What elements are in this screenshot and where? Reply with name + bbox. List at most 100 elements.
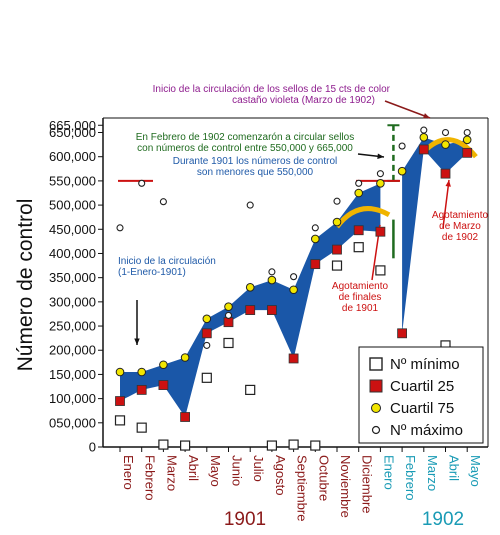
y-tick-label: 350,000: [49, 270, 96, 285]
point-cuartil-75: [376, 179, 385, 188]
point-n-m-nimo: [331, 260, 343, 271]
y-tick-label: 0: [89, 440, 96, 455]
point-n-m-ximo: [203, 341, 211, 349]
point-n-m-nimo: [136, 422, 147, 433]
annotation-text: de Marzo: [439, 221, 481, 232]
legend-marker: [369, 357, 383, 371]
point-n-m-nimo: [158, 439, 169, 450]
x-tick-label: Septiembre: [295, 455, 310, 521]
x-tick-label: Enero: [121, 455, 136, 490]
point-n-m-nimo: [245, 384, 256, 396]
y-tick-label: 050,000: [49, 415, 96, 430]
point-cuartil-25: [375, 226, 386, 237]
annotation-text: Durante 1901 los números de control: [173, 156, 338, 167]
annotation-text: son menores que 550,000: [197, 167, 314, 178]
point-n-m-ximo: [355, 179, 363, 187]
x-tick-label: Abril: [186, 455, 201, 481]
point-cuartil-75: [462, 135, 472, 145]
annotation-text: castaño violeta (Marzo de 1902): [232, 95, 375, 106]
point-n-m-ximo: [333, 197, 341, 205]
point-cuartil-75: [245, 283, 255, 292]
point-n-m-ximo: [246, 201, 254, 209]
point-n-m-nimo: [266, 440, 277, 451]
legend-marker: [369, 379, 383, 393]
point-n-m-ximo: [420, 126, 428, 134]
x-tick-label: Noviembre: [338, 455, 353, 518]
y-tick-label: 650,000: [49, 125, 96, 140]
point-cuartil-75: [311, 234, 320, 244]
legend-label: Cuartil 25: [390, 378, 454, 395]
point-cuartil-75: [289, 285, 298, 295]
y-tick-label: 600,000: [49, 149, 96, 164]
point-cuartil-75: [332, 217, 342, 227]
point-n-m-nimo: [353, 242, 364, 253]
x-tick-label: Enero: [381, 455, 396, 490]
point-cuartil-25: [397, 328, 408, 339]
point-cuartil-25: [180, 412, 191, 422]
point-cuartil-75: [354, 188, 364, 198]
y-tick-label: 500,000: [49, 198, 96, 213]
point-n-m-ximo: [159, 198, 167, 206]
x-tick-label: Junio: [230, 455, 245, 486]
point-cuartil-75: [267, 275, 277, 285]
band-segment-2: [402, 137, 468, 334]
y-tick-label: 250,000: [49, 319, 96, 334]
y-tick-label: 550,000: [49, 173, 96, 188]
x-tick-label: Julio: [251, 455, 266, 482]
point-cuartil-25: [136, 385, 147, 395]
annotation-text: En Febrero de 1902 comenzarón a circular…: [136, 132, 354, 143]
point-cuartil-25: [288, 353, 299, 364]
arrow-circulation-start-head: [134, 338, 140, 345]
point-cuartil-75: [159, 360, 168, 370]
legend-label: Nº mínimo: [390, 356, 460, 373]
point-cuartil-25: [223, 317, 234, 328]
y-axis-label: Número de control: [14, 199, 37, 372]
point-n-m-nimo: [180, 440, 191, 451]
point-cuartil-25: [201, 328, 212, 339]
point-n-m-nimo: [288, 439, 299, 450]
annotations: Inicio de la circulación de los sellos d…: [118, 84, 489, 314]
x-tick-label: Mayo: [208, 455, 223, 487]
annotation-text: de 1902: [442, 232, 479, 243]
x-tick-label: Octubre: [316, 455, 331, 501]
x-tick-label: Marzo: [425, 455, 440, 491]
y-tick-label: 665,000: [49, 118, 96, 133]
point-cuartil-75: [397, 166, 407, 176]
point-cuartil-25: [440, 168, 451, 179]
legend-marker: [371, 403, 381, 413]
legend-marker: [371, 425, 381, 435]
point-cuartil-25: [115, 396, 125, 406]
point-cuartil-75: [202, 314, 212, 324]
y-tick-label: 150,000: [49, 367, 96, 382]
annotation-text: de 1901: [342, 303, 379, 314]
point-n-m-ximo: [463, 128, 471, 137]
point-cuartil-25: [266, 305, 277, 315]
point-cuartil-75: [180, 353, 190, 362]
arrow-march-1902-head: [423, 113, 430, 119]
point-n-m-nimo: [223, 337, 234, 349]
x-tick-label: Diciembre: [360, 455, 375, 514]
x-tick-label: Febrero: [143, 455, 158, 501]
y-tick-label: 200,000: [49, 343, 96, 358]
point-cuartil-75: [137, 367, 146, 377]
y-tick-label: 300,000: [49, 294, 96, 309]
annotation-text: Inicio de la circulación: [118, 256, 216, 267]
point-cuartil-75: [419, 133, 429, 142]
axes: 0 050,000 100,000 150,000 200,000 250,000 300,…: [49, 117, 489, 530]
point-n-m-ximo: [116, 224, 124, 232]
arrow-number-range-head: [377, 153, 384, 159]
point-n-m-ximo: [224, 311, 233, 319]
point-cuartil-25: [158, 380, 169, 390]
point-cuartil-25: [310, 259, 321, 270]
year-label-1901: 1901: [224, 509, 266, 530]
point-cuartil-25: [245, 305, 256, 315]
point-n-m-ximo: [290, 273, 298, 281]
point-n-m-ximo: [398, 142, 406, 150]
legend-label: Cuartil 75: [390, 400, 454, 417]
annotation-text: Agotamiento: [332, 281, 389, 292]
x-tick-label: Abril: [447, 455, 462, 481]
x-tick-label: Agosto: [273, 455, 288, 495]
point-n-m-ximo: [441, 128, 450, 137]
point-n-m-nimo: [375, 265, 386, 276]
